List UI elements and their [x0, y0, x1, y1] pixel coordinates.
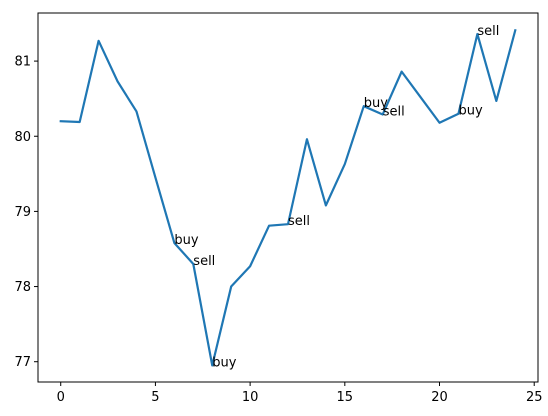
y-axis: 77 78 79 80 81	[14, 55, 38, 370]
x-tick-label: 15	[337, 390, 354, 405]
x-tick-label: 5	[151, 390, 159, 405]
y-tick-label: 79	[14, 205, 31, 220]
x-tick-label: 10	[242, 390, 259, 405]
y-tick-label: 78	[14, 280, 31, 295]
x-tick-label: 0	[57, 390, 65, 405]
x-axis: 0 5 10 15 20 25	[57, 382, 543, 405]
plot-area	[59, 28, 517, 367]
annotation-buy: buy	[174, 233, 198, 248]
annotation-buy: buy	[364, 96, 388, 111]
y-tick-label: 81	[14, 55, 31, 70]
annotation-sell: sell	[193, 254, 215, 269]
x-tick-label: 25	[526, 390, 543, 405]
x-tick-label: 20	[431, 390, 448, 405]
annotation-buy: buy	[458, 104, 482, 119]
annotation-sell: sell	[288, 214, 310, 229]
plot-frame	[37, 12, 539, 383]
y-tick-label: 80	[14, 130, 31, 145]
series-line	[59, 28, 517, 367]
annotation-buy: buy	[212, 355, 236, 370]
y-tick-label: 77	[14, 355, 31, 370]
annotation-sell: sell	[477, 24, 499, 39]
annotation-sell: sell	[383, 104, 405, 119]
